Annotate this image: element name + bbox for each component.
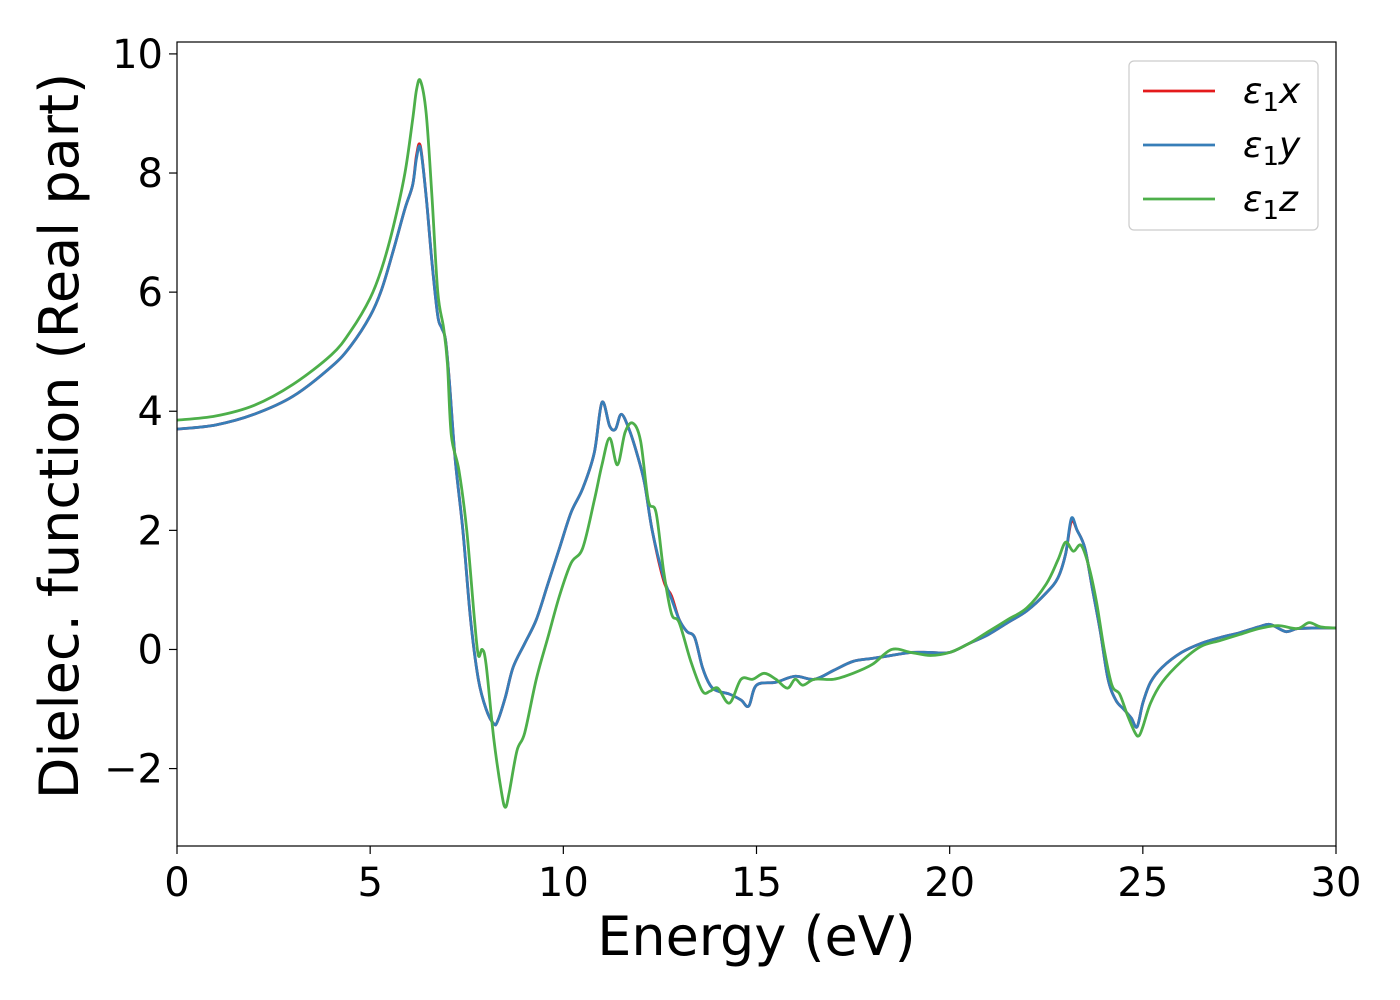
y-tick-label: 10 [112,32,163,78]
series-line-z [177,78,1336,809]
x-axis-ticks: 0 5 10 15 20 25 30 [164,846,1361,906]
y-axis-ticks: −2 0 2 4 6 8 10 [104,32,177,793]
y-tick-label: 6 [138,270,163,316]
x-tick-label: 5 [357,860,382,906]
x-tick-label: 20 [924,860,975,906]
y-axis-label: Dielec. function (Real part) [28,73,91,799]
x-tick-label: 0 [164,860,189,906]
y-tick-label: 2 [138,508,163,554]
y-tick-label: 4 [138,389,163,435]
legend-box [1128,60,1319,231]
series-line-x [177,142,1336,729]
x-tick-label: 15 [731,860,782,906]
legend: ε1x ε1y ε1z [1128,60,1319,231]
y-tick-label: 8 [138,151,163,197]
legend-label-z: ε1z [1243,179,1299,226]
legend-label-x: ε1x [1243,71,1301,118]
y-tick-label: 0 [138,627,163,673]
series-layer [177,78,1336,809]
x-tick-label: 10 [538,860,589,906]
x-tick-label: 25 [1117,860,1168,906]
x-tick-label: 30 [1311,860,1362,906]
y-tick-label: −2 [104,747,163,793]
series-line-y [177,144,1336,729]
x-axis-label: Energy (eV) [597,905,916,968]
legend-label-y: ε1y [1243,125,1301,172]
